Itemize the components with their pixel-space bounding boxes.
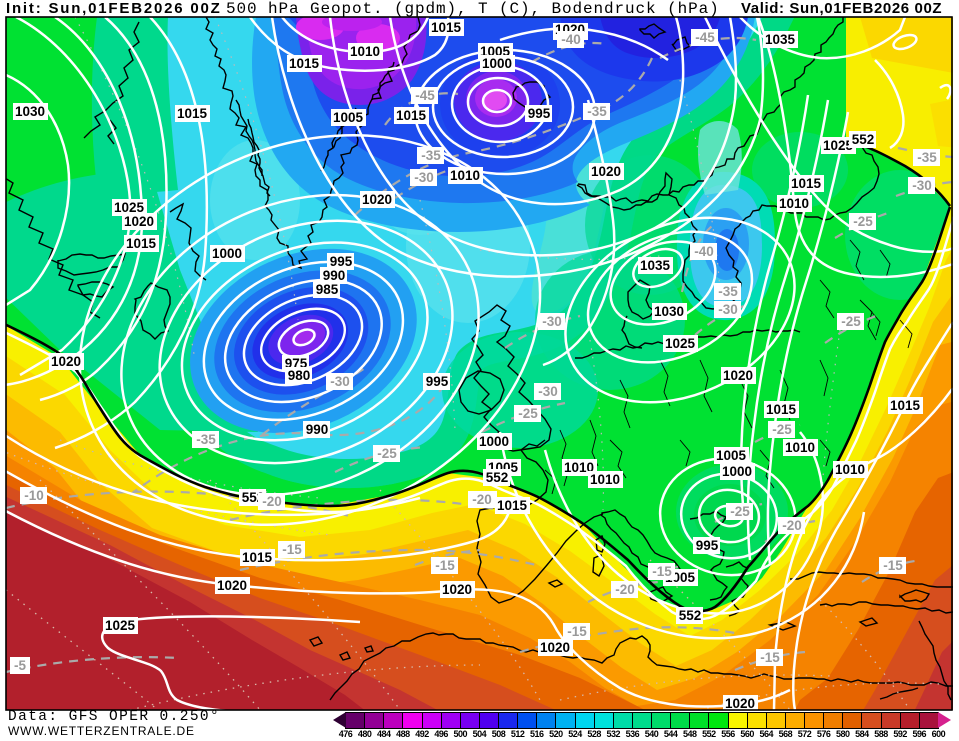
svg-text:1000: 1000 [722, 464, 752, 479]
svg-text:1020: 1020 [591, 164, 621, 179]
svg-text:1020: 1020 [442, 582, 472, 597]
svg-text:1010: 1010 [779, 196, 809, 211]
svg-text:1015: 1015 [791, 176, 822, 191]
svg-text:-30: -30 [538, 384, 558, 399]
svg-text:-20: -20 [615, 582, 635, 597]
svg-text:995: 995 [330, 254, 353, 269]
svg-text:-35: -35 [718, 284, 738, 299]
svg-text:1015: 1015 [766, 402, 797, 417]
svg-text:1015: 1015 [242, 550, 273, 565]
svg-text:1005: 1005 [716, 448, 747, 463]
svg-text:1025: 1025 [114, 200, 145, 215]
svg-text:1020: 1020 [723, 368, 753, 383]
svg-text:-30: -30 [414, 170, 434, 185]
svg-text:1020: 1020 [725, 696, 755, 711]
svg-text:1015: 1015 [126, 236, 157, 251]
svg-text:1030: 1030 [654, 304, 684, 319]
svg-text:1020: 1020 [124, 214, 154, 229]
svg-text:-15: -15 [282, 542, 302, 557]
svg-text:1010: 1010 [835, 462, 865, 477]
svg-text:-10: -10 [24, 488, 44, 503]
svg-text:-30: -30 [542, 314, 562, 329]
svg-text:1010: 1010 [785, 440, 815, 455]
svg-text:-15: -15 [883, 558, 903, 573]
svg-text:1000: 1000 [479, 434, 509, 449]
svg-text:-35: -35 [421, 148, 441, 163]
svg-text:-35: -35 [587, 104, 607, 119]
svg-text:-40: -40 [561, 32, 581, 47]
svg-text:985: 985 [316, 282, 339, 297]
svg-text:-20: -20 [472, 492, 492, 507]
svg-text:552: 552 [679, 608, 702, 623]
svg-text:-25: -25 [518, 406, 538, 421]
svg-text:1010: 1010 [450, 168, 480, 183]
svg-text:995: 995 [696, 538, 719, 553]
svg-text:1015: 1015 [497, 498, 528, 513]
svg-text:-15: -15 [435, 558, 455, 573]
svg-text:1010: 1010 [350, 44, 380, 59]
svg-text:-25: -25 [841, 314, 861, 329]
svg-text:1015: 1015 [890, 398, 921, 413]
svg-text:1020: 1020 [217, 578, 247, 593]
svg-text:1025: 1025 [105, 618, 136, 633]
svg-text:1035: 1035 [765, 32, 796, 47]
svg-text:-25: -25 [853, 214, 873, 229]
svg-text:-30: -30 [330, 374, 350, 389]
svg-text:-40: -40 [694, 244, 714, 259]
svg-text:990: 990 [306, 422, 329, 437]
svg-text:-35: -35 [917, 150, 937, 165]
svg-text:995: 995 [426, 374, 449, 389]
svg-text:1020: 1020 [540, 640, 570, 655]
svg-text:552: 552 [486, 470, 509, 485]
svg-text:1005: 1005 [333, 110, 364, 125]
svg-text:1015: 1015 [431, 20, 462, 35]
svg-text:990: 990 [323, 268, 346, 283]
svg-text:-15: -15 [567, 624, 587, 639]
svg-text:-30: -30 [912, 178, 932, 193]
svg-text:-25: -25 [377, 446, 397, 461]
svg-text:1010: 1010 [564, 460, 594, 475]
svg-text:1030: 1030 [15, 104, 45, 119]
svg-text:-5: -5 [14, 658, 26, 673]
svg-text:1020: 1020 [51, 354, 81, 369]
svg-text:-45: -45 [695, 30, 715, 45]
svg-text:1010: 1010 [590, 472, 620, 487]
svg-text:-30: -30 [718, 302, 738, 317]
svg-text:1020: 1020 [362, 192, 392, 207]
svg-text:-20: -20 [782, 518, 802, 533]
svg-text:1015: 1015 [396, 108, 427, 123]
svg-text:1015: 1015 [289, 56, 320, 71]
svg-text:-15: -15 [760, 650, 780, 665]
svg-text:-45: -45 [415, 88, 435, 103]
svg-text:552: 552 [852, 132, 875, 147]
svg-text:1015: 1015 [177, 106, 208, 121]
svg-text:1000: 1000 [212, 246, 242, 261]
svg-text:1035: 1035 [640, 258, 671, 273]
svg-text:-15: -15 [652, 564, 672, 579]
svg-text:980: 980 [288, 368, 311, 383]
svg-text:1025: 1025 [665, 336, 696, 351]
svg-text:-20: -20 [262, 494, 282, 509]
svg-text:-25: -25 [772, 422, 792, 437]
svg-text:-25: -25 [730, 504, 750, 519]
svg-text:1000: 1000 [482, 56, 512, 71]
svg-text:-35: -35 [196, 432, 216, 447]
svg-text:995: 995 [528, 106, 551, 121]
svg-text:1025: 1025 [823, 138, 854, 153]
